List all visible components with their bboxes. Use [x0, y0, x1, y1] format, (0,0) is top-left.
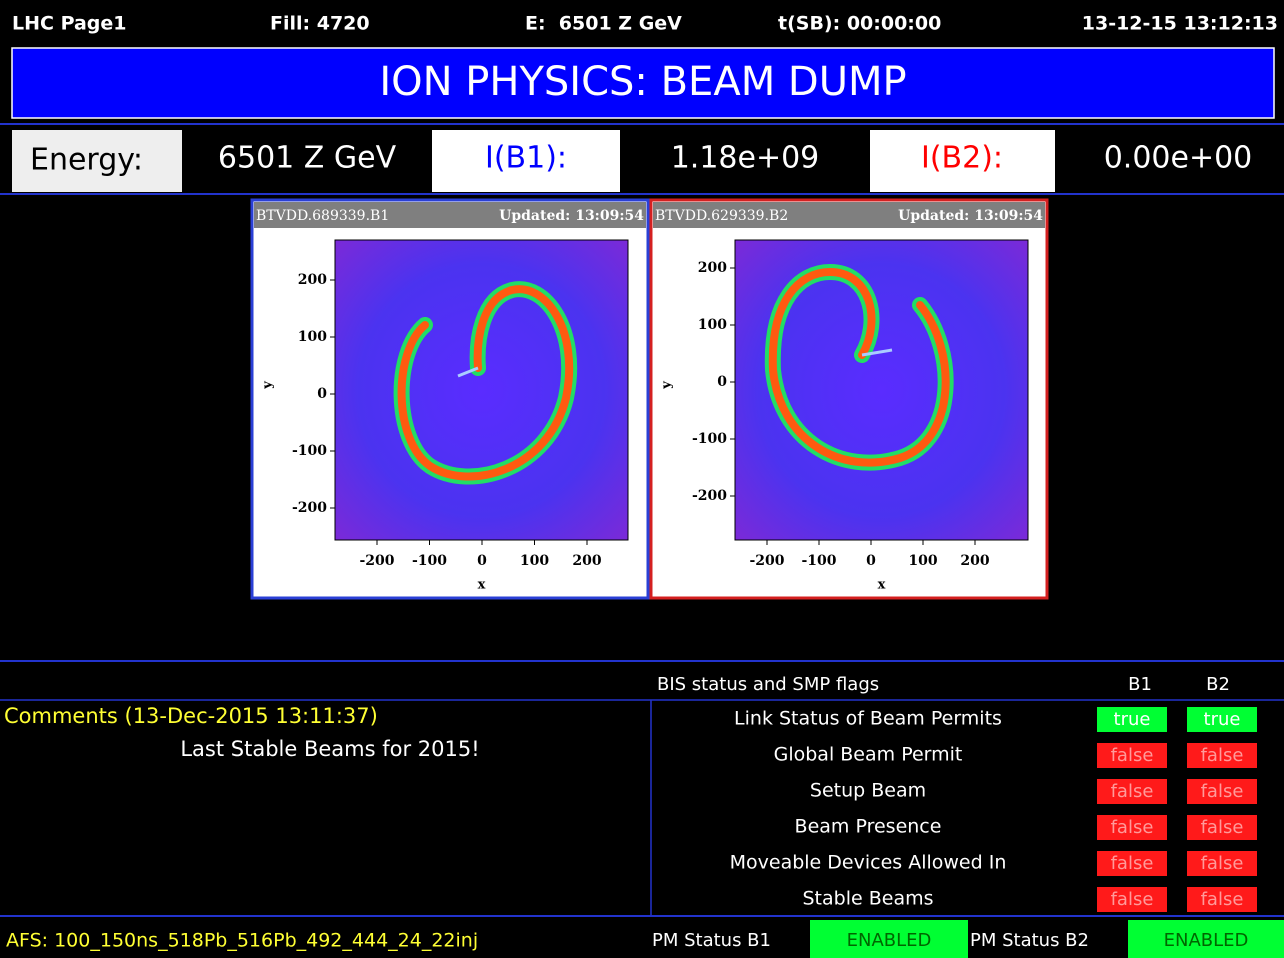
- ib1-value: 1.18e+09: [671, 141, 820, 176]
- beam-trace: [397, 285, 574, 481]
- bis-flag-box: [1187, 887, 1257, 912]
- banner: ION PHYSICS: BEAM DUMP: [379, 59, 906, 105]
- x-tick-label: -100: [412, 553, 447, 569]
- header: LHC Page1 Fill: 4720 E: 6501 Z GeV t(SB)…: [12, 13, 1278, 35]
- bis-flag-box: [1097, 887, 1167, 912]
- bis-column: B2: [1206, 674, 1230, 695]
- bis-flag-box: [1097, 779, 1167, 804]
- panel-header: [653, 202, 1045, 228]
- bis-flag-box: [1097, 743, 1167, 768]
- y-tick-label: 0: [317, 386, 327, 402]
- x-axis-label: x: [478, 578, 486, 593]
- y-axis-label: y: [261, 381, 276, 390]
- pm-b1-label: PM Status B1: [652, 930, 771, 951]
- bis-flag: false: [1201, 745, 1244, 766]
- x-tick-label: 0: [866, 553, 876, 569]
- y-tick-label: 100: [298, 329, 327, 345]
- screen-name: BTVDD.629339.B2: [655, 208, 788, 224]
- bis-flag-box: [1097, 707, 1167, 732]
- beam-trace: [768, 267, 950, 467]
- bis-flag: false: [1111, 817, 1154, 838]
- bis-label: Setup Beam: [810, 780, 926, 802]
- comments-title: Comments (13-Dec-2015 13:11:37): [4, 704, 378, 728]
- y-tick-label: 100: [698, 317, 727, 333]
- energy-label: Energy:: [30, 143, 143, 178]
- y-tick-label: 0: [717, 374, 727, 390]
- screens: BTVDD.689339.B1 Updated: 13:09:54 200 100 0 -…: [250, 198, 1049, 600]
- energy: E: 6501 Z GeV: [525, 13, 682, 35]
- bis-label: Beam Presence: [795, 816, 942, 838]
- energy-label-box: [12, 130, 182, 192]
- fill: Fill: 4720: [270, 13, 370, 35]
- ib2-label: I(B2):: [921, 141, 1003, 176]
- datetime: 13-12-15 13:12:13: [1082, 13, 1278, 35]
- panel-header: [254, 202, 646, 228]
- screen-updated: Updated: 13:09:54: [898, 208, 1043, 224]
- bis-flag-box: [1187, 815, 1257, 840]
- x-tick-label: 200: [572, 553, 601, 569]
- bis-rows: Link Status of Beam Permits true true Globa…: [730, 707, 1257, 912]
- bis-flag-box: [1097, 815, 1167, 840]
- tsb: t(SB): 00:00:00: [778, 13, 941, 35]
- bis-flag: true: [1114, 709, 1151, 730]
- bis-flag: false: [1201, 889, 1244, 910]
- screen-panel: BTVDD.629339.B2 Updated: 13:09:54 200 100 0 -…: [649, 198, 1049, 600]
- bis-flag: false: [1201, 817, 1244, 838]
- pm-b2-box: [1128, 920, 1284, 958]
- bis-title: BIS status and SMP flags: [657, 674, 879, 695]
- pm-b2: ENABLED: [1164, 930, 1249, 951]
- x-axis-label: x: [878, 578, 886, 593]
- bis-flag: false: [1201, 853, 1244, 874]
- x-tick-label: 0: [477, 553, 487, 569]
- beam-image: [334, 239, 629, 541]
- screen-name: BTVDD.689339.B1: [256, 208, 389, 224]
- comments-text: Last Stable Beams for 2015!: [180, 737, 479, 761]
- page-name: LHC Page1: [12, 13, 127, 35]
- ib2-label-box: [870, 130, 1055, 192]
- x-tick-label: 100: [520, 553, 549, 569]
- pm-b1-box: [810, 920, 968, 958]
- y-tick-label: 200: [298, 272, 327, 288]
- screen-updated: Updated: 13:09:54: [499, 208, 644, 224]
- bis-flag: true: [1204, 709, 1241, 730]
- bis-flag-box: [1187, 851, 1257, 876]
- y-axis-label: y: [660, 381, 675, 390]
- x-tick-label: 100: [908, 553, 937, 569]
- bis-flag-box: [1187, 743, 1257, 768]
- beam-tail: [861, 348, 893, 357]
- bis-flag: false: [1111, 889, 1154, 910]
- bis-label: Stable Beams: [803, 888, 934, 910]
- screen-panel: BTVDD.689339.B1 Updated: 13:09:54 200 100 0 -…: [250, 198, 650, 600]
- banner-box: [11, 47, 1275, 119]
- bis-label: Global Beam Permit: [774, 744, 963, 766]
- y-tick-label: -100: [292, 443, 327, 459]
- bis-label: Link Status of Beam Permits: [734, 708, 1002, 730]
- bis-flag-box: [1097, 851, 1167, 876]
- bis-flag: false: [1201, 781, 1244, 802]
- y-tick-label: -100: [692, 431, 727, 447]
- pm-b2-label: PM Status B2: [970, 930, 1089, 951]
- y-tick-label: -200: [692, 488, 727, 504]
- x-tick-label: -100: [801, 553, 836, 569]
- bis-label: Moveable Devices Allowed In: [730, 852, 1007, 874]
- beam-tail: [457, 366, 479, 378]
- pm-b1: ENABLED: [847, 930, 932, 951]
- bis-flag: false: [1111, 853, 1154, 874]
- energy-value: 6501 Z GeV: [218, 141, 397, 176]
- afs: AFS: 100_150ns_518Pb_516Pb_492_444_24_22…: [6, 930, 478, 952]
- bis-column: B1: [1128, 674, 1152, 695]
- bis-flag-box: [1187, 707, 1257, 732]
- ib1-label-box: [432, 130, 620, 192]
- ib1-label: I(B1):: [485, 141, 567, 176]
- x-tick-label: -200: [749, 553, 784, 569]
- y-tick-label: -200: [292, 500, 327, 516]
- bis-flag-box: [1187, 779, 1257, 804]
- y-tick-label: 200: [698, 260, 727, 276]
- bis-flag: false: [1111, 745, 1154, 766]
- bis-flag: false: [1111, 781, 1154, 802]
- x-tick-label: 200: [960, 553, 989, 569]
- ib2-value: 0.00e+00: [1104, 141, 1253, 176]
- x-tick-label: -200: [359, 553, 394, 569]
